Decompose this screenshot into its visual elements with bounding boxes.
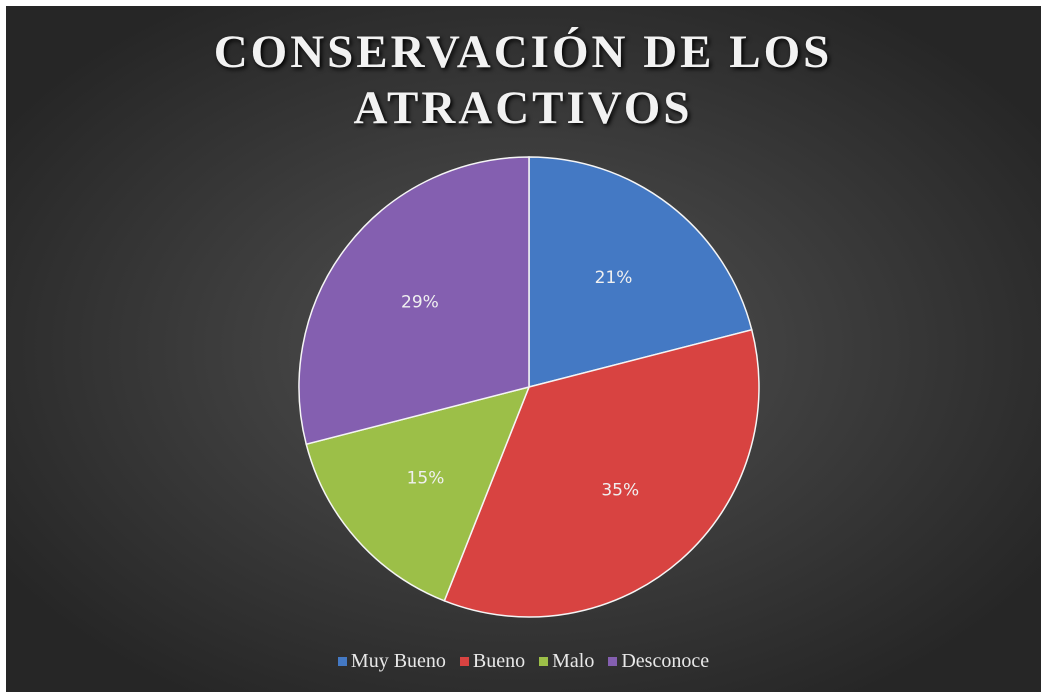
pie: 21% 35% 15% 29%	[298, 156, 760, 618]
pie-slice	[528, 156, 753, 388]
pie-slice	[298, 156, 530, 446]
legend-label: Desconoce	[621, 650, 710, 672]
legend-item: Bueno	[459, 650, 526, 673]
data-label: 15%	[407, 468, 445, 488]
legend-item: Desconoce	[608, 650, 709, 673]
legend-item: Malo	[539, 650, 594, 673]
legend-label: Muy Bueno	[350, 650, 446, 672]
chart-title: CONSERVACIÓN DE LOS ATRACTIVOS	[213, 26, 833, 134]
legend-swatch	[459, 657, 469, 666]
legend-swatch	[608, 657, 618, 666]
data-label: 35%	[601, 481, 639, 501]
legend-swatch	[337, 657, 347, 666]
legend-label: Bueno	[472, 650, 526, 672]
pie-slice	[305, 385, 531, 602]
pie-slice	[443, 328, 760, 618]
legend-label: Malo	[552, 650, 595, 672]
data-label: 29%	[401, 292, 439, 312]
legend: Muy Bueno Bueno Malo Desconoce	[0, 650, 1047, 673]
data-label: 21%	[595, 268, 633, 288]
legend-swatch	[539, 657, 549, 666]
legend-item: Muy Bueno	[337, 650, 446, 673]
